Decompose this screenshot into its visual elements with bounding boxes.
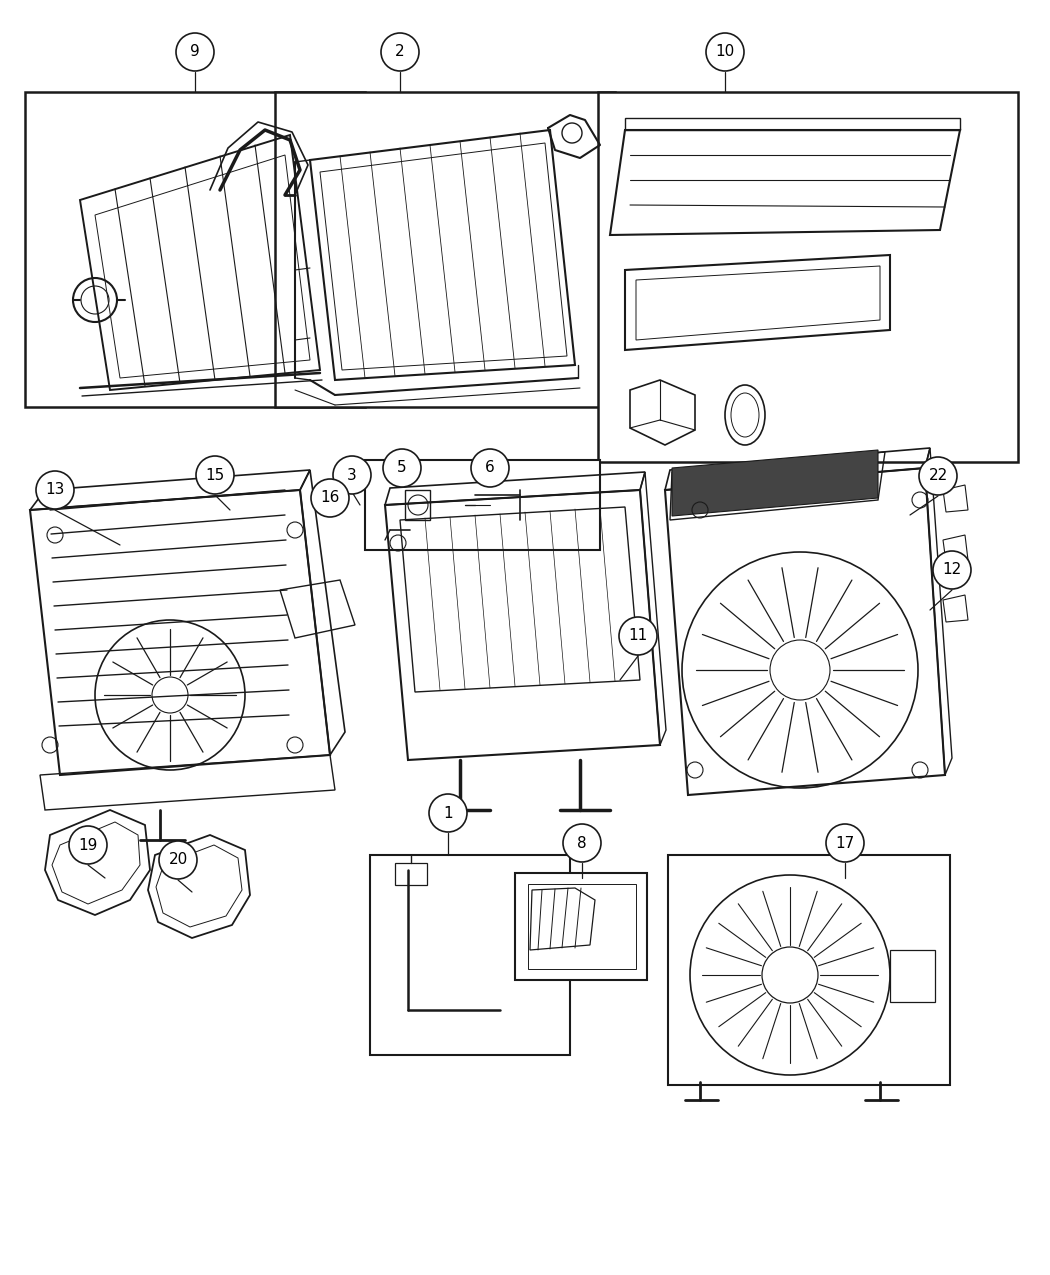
Bar	[365, 460, 600, 550]
Bar	[598, 92, 1018, 462]
Circle shape	[826, 824, 864, 862]
Bar	[668, 856, 950, 1085]
Text: 10: 10	[715, 45, 735, 60]
Text: 20: 20	[168, 853, 188, 867]
Text: 11: 11	[628, 629, 648, 644]
Bar	[395, 863, 427, 885]
Circle shape	[69, 826, 107, 864]
Text: 13: 13	[45, 482, 65, 497]
Circle shape	[36, 470, 74, 509]
Text: 1: 1	[443, 806, 453, 821]
Circle shape	[159, 842, 197, 878]
Circle shape	[471, 449, 509, 487]
Circle shape	[919, 456, 957, 495]
Text: 15: 15	[206, 468, 225, 482]
Text: 3: 3	[348, 468, 357, 482]
Circle shape	[196, 456, 234, 493]
Text: 5: 5	[397, 460, 406, 476]
Circle shape	[333, 456, 371, 493]
Circle shape	[933, 551, 971, 589]
Circle shape	[311, 479, 349, 516]
Circle shape	[381, 33, 419, 71]
Bar	[528, 884, 636, 969]
Circle shape	[429, 794, 467, 833]
Text: 8: 8	[578, 835, 587, 850]
Text: 16: 16	[320, 491, 340, 505]
Text: 9: 9	[190, 45, 200, 60]
Bar	[370, 856, 570, 1054]
Text: 12: 12	[943, 562, 962, 578]
Circle shape	[176, 33, 214, 71]
Text: 17: 17	[836, 835, 855, 850]
Circle shape	[706, 33, 744, 71]
Text: 22: 22	[928, 468, 947, 483]
Bar	[514, 873, 647, 980]
Bar	[275, 92, 615, 407]
Circle shape	[620, 617, 657, 655]
Polygon shape	[672, 450, 878, 516]
Text: 6: 6	[485, 460, 495, 476]
Text: 19: 19	[79, 838, 98, 853]
Circle shape	[563, 824, 601, 862]
Bar	[890, 950, 934, 1002]
Circle shape	[383, 449, 421, 487]
Text: 2: 2	[395, 45, 405, 60]
Bar	[25, 92, 365, 407]
